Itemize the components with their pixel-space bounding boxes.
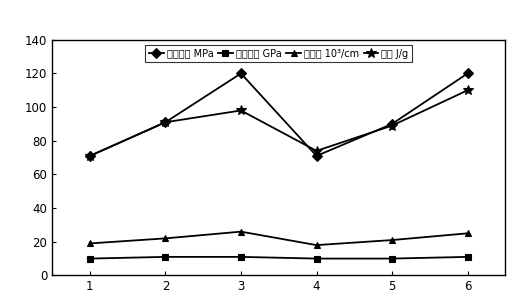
Legend: 剪切应力 MPa, 抗拉强度 GPa, 电导率 10³/cm, 韧度 J/g: 剪切应力 MPa, 抗拉强度 GPa, 电导率 10³/cm, 韧度 J/g — [145, 45, 412, 62]
